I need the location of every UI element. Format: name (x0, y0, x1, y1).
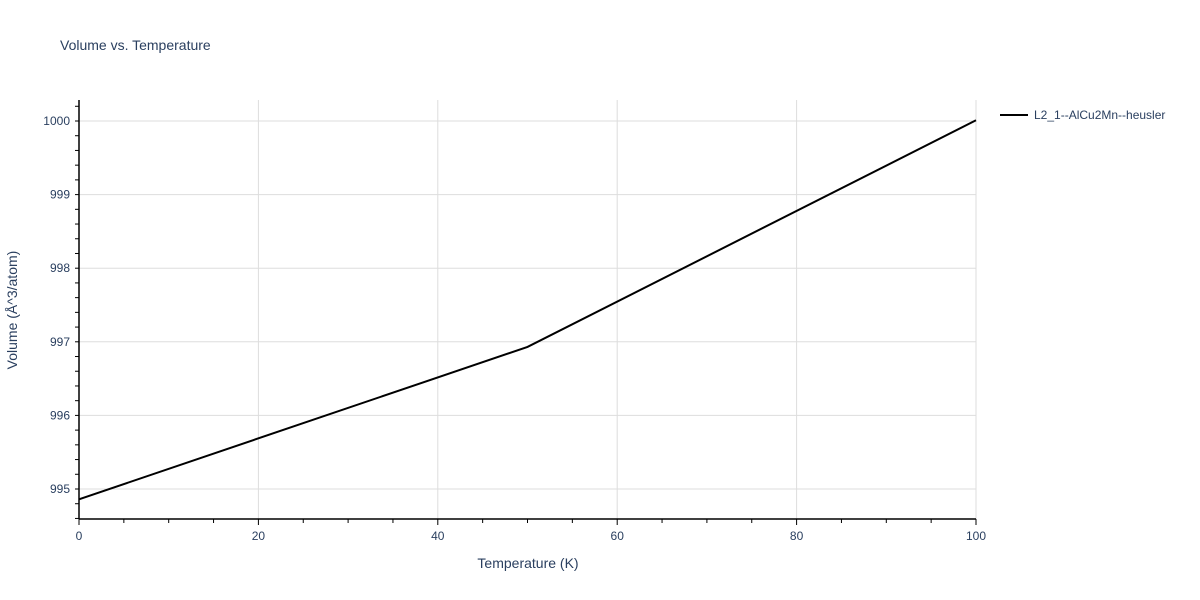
y-tick-label: 1000 (43, 114, 70, 128)
y-tick-label: 998 (50, 261, 70, 275)
x-axis-label: Temperature (K) (477, 555, 578, 571)
tick-labels: 0 20 40 60 80 100 995 996 997 998 999 1000 (43, 114, 986, 543)
x-tick-label: 0 (76, 529, 83, 543)
x-tick-label: 20 (252, 529, 266, 543)
y-tick-label: 999 (50, 188, 70, 202)
series-line (78, 119, 977, 501)
y-tick-label: 995 (50, 482, 70, 496)
y-tick-label: 996 (50, 408, 70, 422)
x-tick-label: 80 (790, 529, 804, 543)
x-tick-label: 40 (431, 529, 445, 543)
y-axis-label: Volume (Å^3/atom) (4, 251, 20, 370)
series-lines (78, 119, 977, 501)
y-tick-label: 997 (50, 335, 70, 349)
legend[interactable]: L2_1--AlCu2Mn--heusler (1000, 108, 1165, 122)
axes (75, 100, 977, 525)
legend-label[interactable]: L2_1--AlCu2Mn--heusler (1034, 108, 1165, 122)
x-tick-label: 100 (966, 529, 986, 543)
x-tick-label: 60 (611, 529, 625, 543)
chart-title: Volume vs. Temperature (60, 37, 211, 53)
grid (79, 100, 977, 519)
